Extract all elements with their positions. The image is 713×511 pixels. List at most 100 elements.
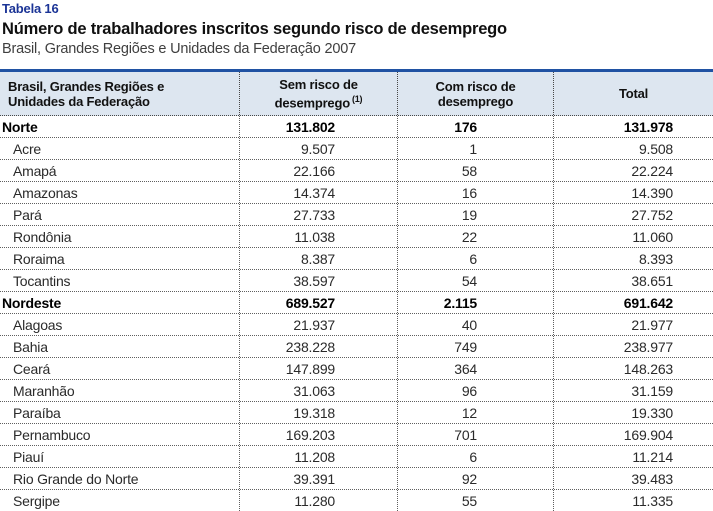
- geography-name-cell: Paraíba: [13, 404, 61, 421]
- total-value-cell: 31.159: [553, 380, 713, 401]
- com-risco-value-cell: 2.115: [397, 292, 553, 313]
- sem-risco-value-cell: 14.374: [239, 182, 397, 203]
- table-number-label: Tabela 16: [2, 1, 59, 16]
- total-value-cell: 11.214: [553, 446, 713, 467]
- column-header-line: desemprego (1): [274, 93, 363, 111]
- total-value-cell: 27.752: [553, 204, 713, 225]
- table-row: Tocantins 38.597 54 38.651: [0, 270, 713, 292]
- geography-name-cell: Ceará: [13, 360, 51, 377]
- sem-risco-value-cell: 689.527: [239, 292, 397, 313]
- sem-risco-value-cell: 21.937: [239, 314, 397, 335]
- geography-name-cell: Amazonas: [13, 184, 78, 201]
- table-row: Rondônia 11.038 22 11.060: [0, 226, 713, 248]
- geography-name-cell: Rondônia: [13, 228, 72, 245]
- sem-risco-value-cell: 9.507: [239, 138, 397, 159]
- total-value-cell: 21.977: [553, 314, 713, 335]
- geography-name-cell: Pará: [13, 206, 42, 223]
- column-header-com-risco: Com risco de desemprego: [397, 72, 553, 115]
- com-risco-value-cell: 6: [397, 248, 553, 269]
- sem-risco-value-cell: 11.280: [239, 490, 397, 511]
- geography-name-cell: Pernambuco: [13, 426, 91, 443]
- sem-risco-value-cell: 27.733: [239, 204, 397, 225]
- column-header-line: Sem risco de: [279, 76, 358, 92]
- com-risco-value-cell: 55: [397, 490, 553, 511]
- total-value-cell: 38.651: [553, 270, 713, 291]
- table-header-row: Brasil, Grandes Regiões e Unidades da Fe…: [0, 72, 713, 116]
- geography-name-cell: Nordeste: [2, 294, 62, 311]
- total-value-cell: 131.978: [553, 116, 713, 137]
- column-header-line: Com risco de: [435, 78, 516, 94]
- table-row: Bahia 238.228 749 238.977: [0, 336, 713, 358]
- com-risco-value-cell: 364: [397, 358, 553, 379]
- column-header-sem-risco: Sem risco de desemprego (1): [239, 72, 397, 115]
- page-title: Número de trabalhadores inscritos segund…: [2, 20, 507, 38]
- total-value-cell: 691.642: [553, 292, 713, 313]
- geography-name-cell: Acre: [13, 140, 41, 157]
- statistics-table: Brasil, Grandes Regiões e Unidades da Fe…: [0, 69, 713, 511]
- total-value-cell: 8.393: [553, 248, 713, 269]
- geography-name-cell: Roraima: [13, 250, 65, 267]
- column-header-total: Total: [553, 72, 713, 115]
- sem-risco-value-cell: 31.063: [239, 380, 397, 401]
- total-value-cell: 11.060: [553, 226, 713, 247]
- geography-name-cell: Maranhão: [13, 382, 75, 399]
- total-value-cell: 14.390: [553, 182, 713, 203]
- table-row: Maranhão 31.063 96 31.159: [0, 380, 713, 402]
- table-row: Pernambuco 169.203 701 169.904: [0, 424, 713, 446]
- com-risco-value-cell: 701: [397, 424, 553, 445]
- sem-risco-value-cell: 147.899: [239, 358, 397, 379]
- com-risco-value-cell: 92: [397, 468, 553, 489]
- column-header-geography: Brasil, Grandes Regiões e Unidades da Fe…: [0, 72, 239, 115]
- total-value-cell: 148.263: [553, 358, 713, 379]
- com-risco-value-cell: 54: [397, 270, 553, 291]
- com-risco-value-cell: 16: [397, 182, 553, 203]
- sem-risco-value-cell: 238.228: [239, 336, 397, 357]
- total-value-cell: 39.483: [553, 468, 713, 489]
- table-row: Nordeste 689.527 2.115 691.642: [0, 292, 713, 314]
- column-header-line: Total: [618, 86, 649, 101]
- com-risco-value-cell: 1: [397, 138, 553, 159]
- sem-risco-value-cell: 169.203: [239, 424, 397, 445]
- total-value-cell: 238.977: [553, 336, 713, 357]
- sem-risco-value-cell: 11.038: [239, 226, 397, 247]
- total-value-cell: 19.330: [553, 402, 713, 423]
- sem-risco-value-cell: 131.802: [239, 116, 397, 137]
- column-header-line: Brasil, Grandes Regiões e: [8, 78, 165, 94]
- geography-name-cell: Amapá: [13, 162, 57, 179]
- table-row: Piauí 11.208 6 11.214: [0, 446, 713, 468]
- column-header-line: Unidades da Federação: [8, 93, 150, 109]
- geography-name-cell: Piauí: [13, 448, 44, 465]
- table-row: Rio Grande do Norte 39.391 92 39.483: [0, 468, 713, 490]
- sem-risco-value-cell: 38.597: [239, 270, 397, 291]
- total-value-cell: 9.508: [553, 138, 713, 159]
- column-header-line: desemprego: [437, 93, 514, 109]
- sem-risco-value-cell: 8.387: [239, 248, 397, 269]
- com-risco-value-cell: 40: [397, 314, 553, 335]
- total-value-cell: 11.335: [553, 490, 713, 511]
- table-row: Amazonas 14.374 16 14.390: [0, 182, 713, 204]
- table-row: Acre 9.507 1 9.508: [0, 138, 713, 160]
- table-row: Norte 131.802 176 131.978: [0, 116, 713, 138]
- com-risco-value-cell: 96: [397, 380, 553, 401]
- table-row: Sergipe 11.280 55 11.335: [0, 490, 713, 511]
- geography-name-cell: Bahia: [13, 338, 48, 355]
- table-body: Norte 131.802 176 131.978 Acre 9.507 1 9…: [0, 116, 713, 511]
- com-risco-value-cell: 19: [397, 204, 553, 225]
- sem-risco-value-cell: 22.166: [239, 160, 397, 181]
- table-row: Pará 27.733 19 27.752: [0, 204, 713, 226]
- com-risco-value-cell: 6: [397, 446, 553, 467]
- geography-name-cell: Tocantins: [13, 272, 71, 289]
- footnote-reference: (1): [351, 93, 363, 104]
- sem-risco-value-cell: 39.391: [239, 468, 397, 489]
- table-row: Ceará 147.899 364 148.263: [0, 358, 713, 380]
- geography-name-cell: Sergipe: [13, 492, 60, 509]
- table-row: Roraima 8.387 6 8.393: [0, 248, 713, 270]
- total-value-cell: 22.224: [553, 160, 713, 181]
- total-value-cell: 169.904: [553, 424, 713, 445]
- sem-risco-value-cell: 11.208: [239, 446, 397, 467]
- page-subtitle: Brasil, Grandes Regiões e Unidades da Fe…: [2, 41, 356, 57]
- table-row: Alagoas 21.937 40 21.977: [0, 314, 713, 336]
- geography-name-cell: Norte: [2, 118, 38, 135]
- com-risco-value-cell: 749: [397, 336, 553, 357]
